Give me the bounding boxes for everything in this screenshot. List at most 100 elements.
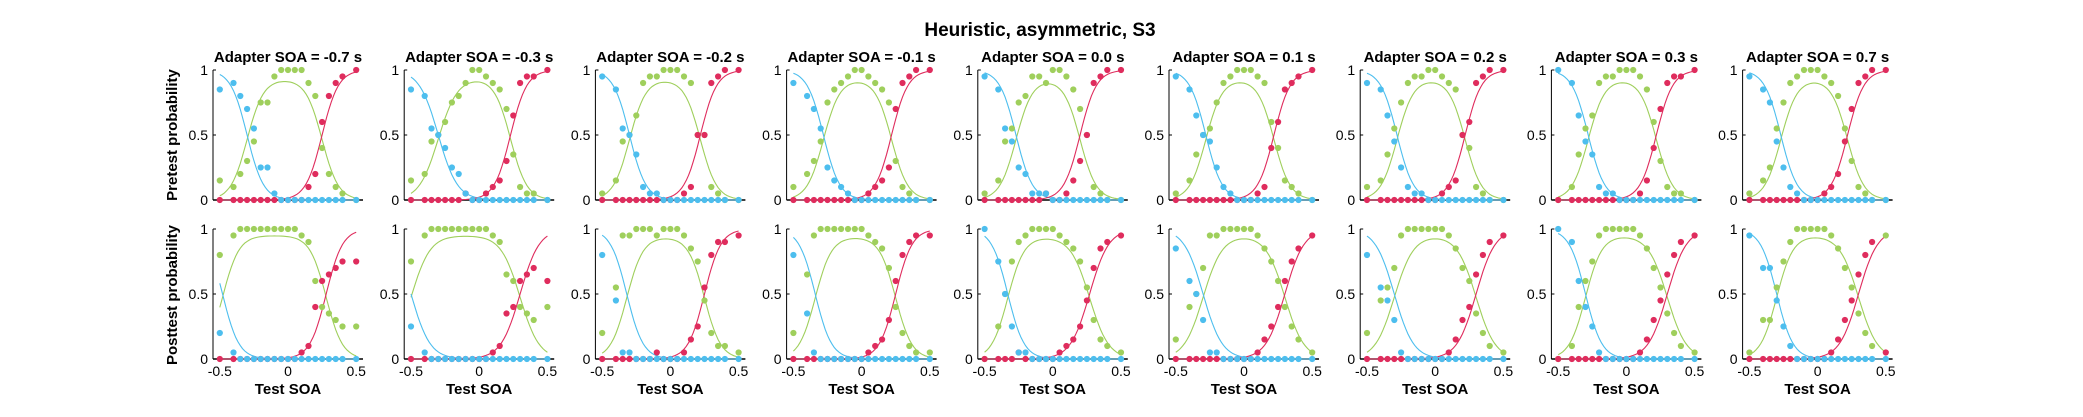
data-point-red bbox=[1090, 264, 1097, 272]
data-point-blue bbox=[872, 355, 879, 363]
data-point-green bbox=[1452, 245, 1459, 252]
data-point-blue bbox=[1295, 196, 1302, 204]
data-point-green bbox=[435, 225, 442, 233]
data-point-blue bbox=[476, 196, 483, 204]
data-point-red bbox=[216, 355, 223, 363]
data-point-blue bbox=[735, 355, 742, 363]
data-point-red bbox=[1848, 297, 1855, 304]
data-point-red bbox=[503, 157, 510, 165]
data-point-blue bbox=[708, 196, 715, 204]
data-point-green bbox=[1049, 66, 1056, 74]
data-point-blue bbox=[1097, 196, 1104, 204]
data-point-green bbox=[1773, 125, 1780, 132]
data-point-green bbox=[291, 66, 298, 74]
data-point-red bbox=[1097, 245, 1104, 252]
data-point-red bbox=[790, 196, 797, 204]
data-point-green bbox=[640, 79, 647, 87]
data-point-green bbox=[1794, 225, 1801, 233]
data-point-blue bbox=[530, 355, 537, 363]
fit-curve-red bbox=[984, 70, 1122, 201]
data-point-red bbox=[544, 66, 551, 74]
data-point-red bbox=[804, 196, 811, 204]
data-point-blue bbox=[1609, 355, 1616, 363]
data-point-blue bbox=[680, 196, 688, 204]
y-tick-label: 0 bbox=[1347, 192, 1355, 208]
data-point-red bbox=[1391, 355, 1398, 363]
data-point-blue bbox=[1220, 183, 1227, 191]
data-point-blue bbox=[1643, 355, 1650, 363]
data-point-blue bbox=[633, 355, 640, 363]
panel-title: Adapter SOA = 0.3 s bbox=[1555, 49, 1698, 66]
y-tick-label: 1 bbox=[200, 221, 208, 237]
data-point-blue bbox=[1254, 196, 1261, 204]
data-point-blue bbox=[599, 73, 606, 80]
y-tick-label: 0 bbox=[1347, 351, 1355, 367]
data-point-red bbox=[694, 131, 701, 139]
fit-curve-red bbox=[1367, 70, 1504, 201]
data-point-red bbox=[1664, 271, 1671, 278]
panel-r0-c8: Adapter SOA = 0.7 s 0 0.5 1 bbox=[1718, 49, 1893, 208]
data-point-blue bbox=[284, 196, 292, 204]
data-point-blue bbox=[879, 355, 886, 363]
data-point-green bbox=[1835, 92, 1842, 100]
data-point-red bbox=[1862, 73, 1869, 80]
fit-curve-red bbox=[793, 70, 930, 201]
data-point-green bbox=[1862, 329, 1869, 337]
data-point-green bbox=[1097, 336, 1104, 343]
data-point-blue bbox=[1015, 164, 1022, 171]
data-point-green bbox=[407, 177, 415, 184]
data-point-blue bbox=[1377, 284, 1384, 291]
data-point-red bbox=[1636, 349, 1644, 356]
data-point-green bbox=[1234, 225, 1241, 233]
data-point-red bbox=[1063, 190, 1070, 197]
data-point-green bbox=[1828, 232, 1835, 239]
data-point-green bbox=[1623, 225, 1630, 233]
data-point-green bbox=[264, 99, 271, 106]
fit-curve-blue bbox=[1366, 72, 1504, 201]
data-point-blue bbox=[1206, 349, 1213, 356]
data-point-green bbox=[278, 66, 285, 74]
data-point-green bbox=[496, 238, 503, 246]
data-point-red bbox=[1466, 303, 1473, 311]
data-point-green bbox=[476, 66, 483, 74]
data-point-green bbox=[1404, 79, 1411, 87]
data-point-red bbox=[1657, 297, 1664, 304]
data-point-blue bbox=[1377, 86, 1384, 93]
data-point-red bbox=[1882, 66, 1889, 74]
data-point-red bbox=[319, 118, 326, 126]
data-point-red bbox=[510, 303, 517, 311]
data-point-red bbox=[1002, 355, 1009, 363]
data-point-blue bbox=[517, 355, 524, 363]
data-point-red bbox=[1596, 355, 1603, 363]
data-point-green bbox=[1568, 342, 1575, 350]
data-point-blue bbox=[1404, 355, 1411, 363]
data-point-blue bbox=[353, 355, 360, 363]
data-point-blue bbox=[1049, 196, 1056, 204]
data-point-blue bbox=[1855, 355, 1862, 363]
data-point-blue bbox=[1445, 355, 1452, 363]
panel-title: Adapter SOA = -0.3 s bbox=[405, 49, 553, 66]
data-point-green bbox=[824, 99, 831, 106]
data-point-green bbox=[872, 79, 879, 87]
data-point-green bbox=[1036, 73, 1043, 80]
data-point-red bbox=[1486, 238, 1493, 246]
data-point-blue bbox=[1691, 196, 1698, 204]
data-point-green bbox=[1022, 92, 1029, 100]
data-point-green bbox=[1042, 225, 1050, 233]
data-point-red bbox=[721, 66, 729, 74]
data-point-blue bbox=[319, 355, 326, 363]
data-point-green bbox=[626, 232, 633, 239]
data-point-green bbox=[530, 190, 537, 197]
data-point-red bbox=[1671, 73, 1678, 80]
data-point-red bbox=[1555, 355, 1562, 363]
data-point-green bbox=[1254, 232, 1261, 239]
data-point-red bbox=[810, 196, 818, 204]
data-point-green bbox=[1452, 86, 1459, 93]
data-point-blue bbox=[476, 355, 483, 363]
data-point-green bbox=[1589, 112, 1596, 119]
data-point-blue bbox=[1083, 355, 1090, 363]
data-point-blue bbox=[1104, 196, 1111, 204]
data-point-green bbox=[721, 342, 729, 350]
data-point-red bbox=[237, 196, 244, 204]
